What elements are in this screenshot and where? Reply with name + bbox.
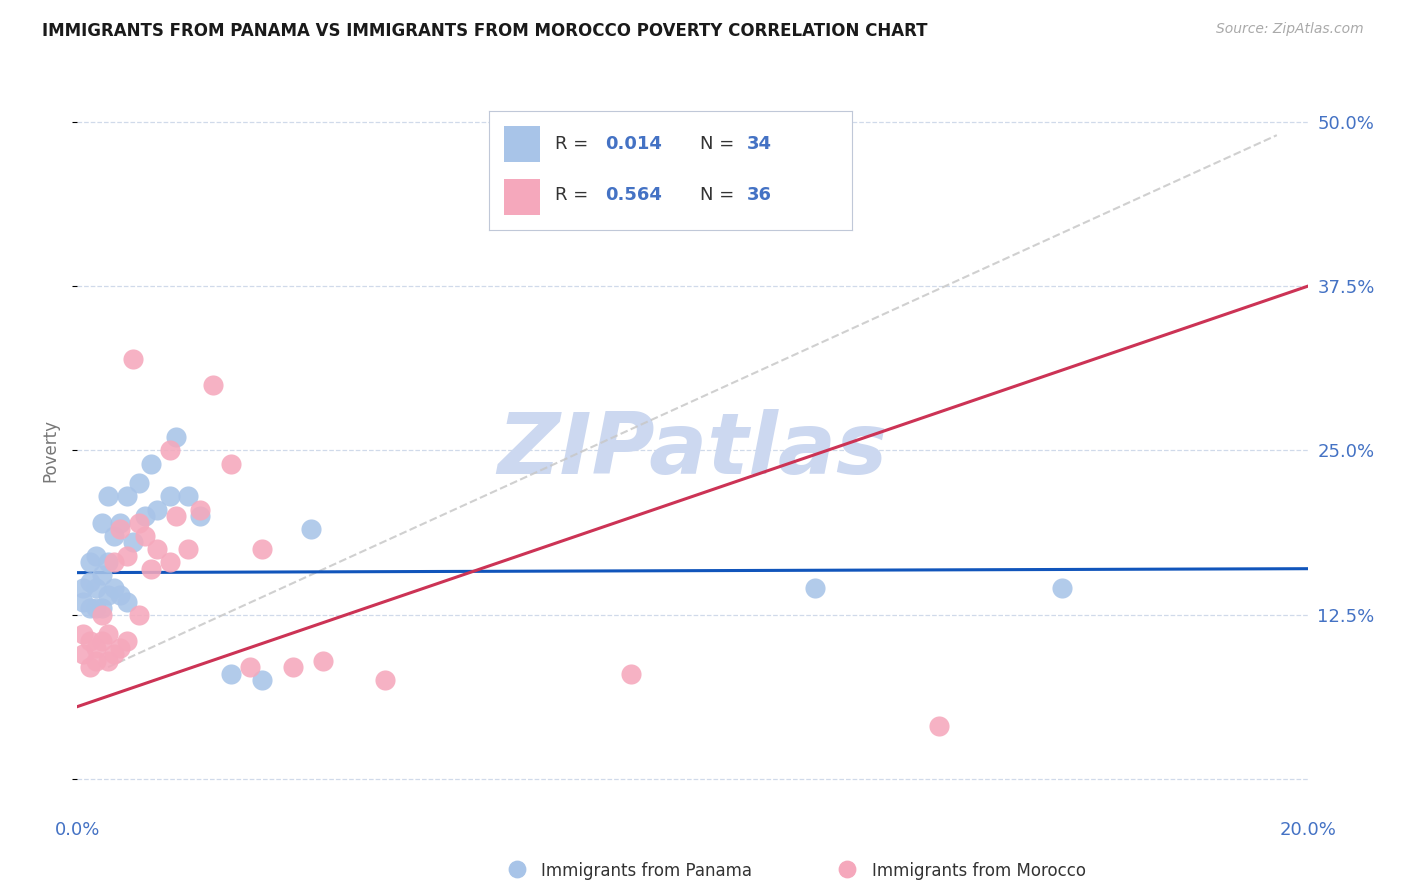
Point xyxy=(506,862,529,876)
Point xyxy=(804,582,827,596)
Point xyxy=(141,562,163,576)
Point xyxy=(165,509,187,524)
Point xyxy=(299,522,322,536)
Point xyxy=(141,457,163,471)
Point xyxy=(201,377,224,392)
Point xyxy=(188,509,212,524)
Point xyxy=(159,490,181,504)
Point xyxy=(121,351,143,366)
Text: Immigrants from Morocco: Immigrants from Morocco xyxy=(872,862,1085,880)
Point xyxy=(90,516,114,530)
Point xyxy=(312,654,335,668)
Point xyxy=(72,647,94,661)
Y-axis label: Poverty: Poverty xyxy=(41,419,59,482)
Point xyxy=(97,490,120,504)
Text: Source: ZipAtlas.com: Source: ZipAtlas.com xyxy=(1216,22,1364,37)
Point xyxy=(219,666,242,681)
Point xyxy=(84,582,107,596)
Point xyxy=(110,522,132,536)
Point xyxy=(90,607,114,622)
Point xyxy=(115,549,138,563)
Point xyxy=(134,509,156,524)
Point xyxy=(90,634,114,648)
Point xyxy=(146,541,169,556)
Point xyxy=(620,666,643,681)
Point xyxy=(128,607,150,622)
Point xyxy=(165,430,187,444)
Point xyxy=(90,601,114,615)
Point xyxy=(97,555,120,569)
Point xyxy=(250,673,273,688)
Point xyxy=(79,555,101,569)
Point xyxy=(79,660,101,674)
Point xyxy=(188,502,212,516)
Text: Immigrants from Panama: Immigrants from Panama xyxy=(541,862,752,880)
Point xyxy=(79,601,101,615)
Point xyxy=(110,516,132,530)
Point xyxy=(97,654,120,668)
Point xyxy=(110,640,132,655)
Point xyxy=(72,582,94,596)
Point xyxy=(115,634,138,648)
Point xyxy=(84,601,107,615)
Point xyxy=(115,490,138,504)
Point xyxy=(374,673,396,688)
Point xyxy=(84,640,107,655)
Point xyxy=(177,490,200,504)
Point xyxy=(97,588,120,602)
Point xyxy=(134,529,156,543)
Point xyxy=(128,476,150,491)
Point xyxy=(103,647,125,661)
Point xyxy=(72,594,94,608)
Text: ZIPatlas: ZIPatlas xyxy=(498,409,887,492)
Point xyxy=(177,541,200,556)
Point xyxy=(90,568,114,582)
Point xyxy=(928,719,950,733)
Text: IMMIGRANTS FROM PANAMA VS IMMIGRANTS FROM MOROCCO POVERTY CORRELATION CHART: IMMIGRANTS FROM PANAMA VS IMMIGRANTS FRO… xyxy=(42,22,928,40)
Point xyxy=(250,541,273,556)
Point xyxy=(103,582,125,596)
Point xyxy=(103,529,125,543)
Point xyxy=(103,555,125,569)
Point xyxy=(1050,582,1073,596)
Point xyxy=(84,654,107,668)
Point xyxy=(239,660,262,674)
Point xyxy=(121,535,143,549)
Point xyxy=(97,627,120,641)
Point xyxy=(79,634,101,648)
Point xyxy=(79,574,101,589)
Point xyxy=(219,457,242,471)
Point xyxy=(835,862,858,876)
Point xyxy=(159,555,181,569)
Point xyxy=(159,443,181,458)
Point xyxy=(128,516,150,530)
Point xyxy=(146,502,169,516)
Point xyxy=(110,588,132,602)
Point xyxy=(281,660,304,674)
Point xyxy=(115,594,138,608)
Point xyxy=(72,627,94,641)
Point xyxy=(84,549,107,563)
